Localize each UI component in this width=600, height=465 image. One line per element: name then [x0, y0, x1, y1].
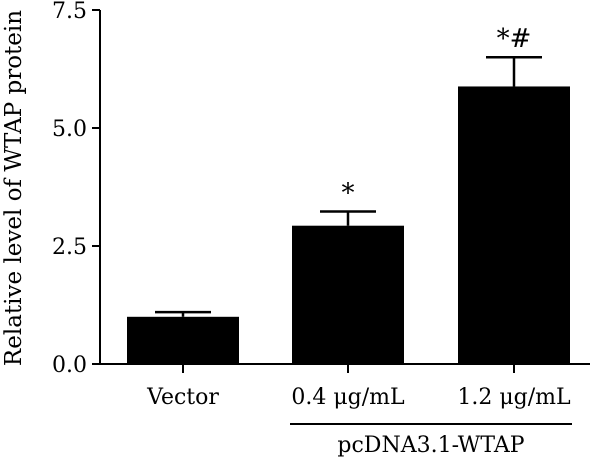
group-label: pcDNA3.1-WTAP [337, 433, 524, 458]
y-tick-label: 7.5 [52, 0, 87, 24]
bar [458, 86, 570, 365]
bars [127, 55, 570, 365]
x-tick-label: 0.4 μg/mL [291, 385, 405, 410]
x-tick-label: Vector [146, 385, 219, 410]
y-tick-label: 5.0 [52, 117, 87, 142]
y-tick-label: 0.0 [52, 353, 87, 378]
bar [292, 225, 404, 364]
labels: 0.0 2.5 5.0 7.5 Vector 0.4 μg/mL * 1.2 μg/mL *# p… [52, 0, 571, 458]
y-axis-label: Relative level of WTAP protein [1, 10, 27, 366]
bar [127, 316, 239, 364]
x-tick-label: 1.2 μg/mL [457, 385, 571, 410]
significance-mark: *# [497, 24, 532, 54]
y-tick-label: 2.5 [52, 235, 87, 260]
significance-mark: * [342, 179, 355, 209]
